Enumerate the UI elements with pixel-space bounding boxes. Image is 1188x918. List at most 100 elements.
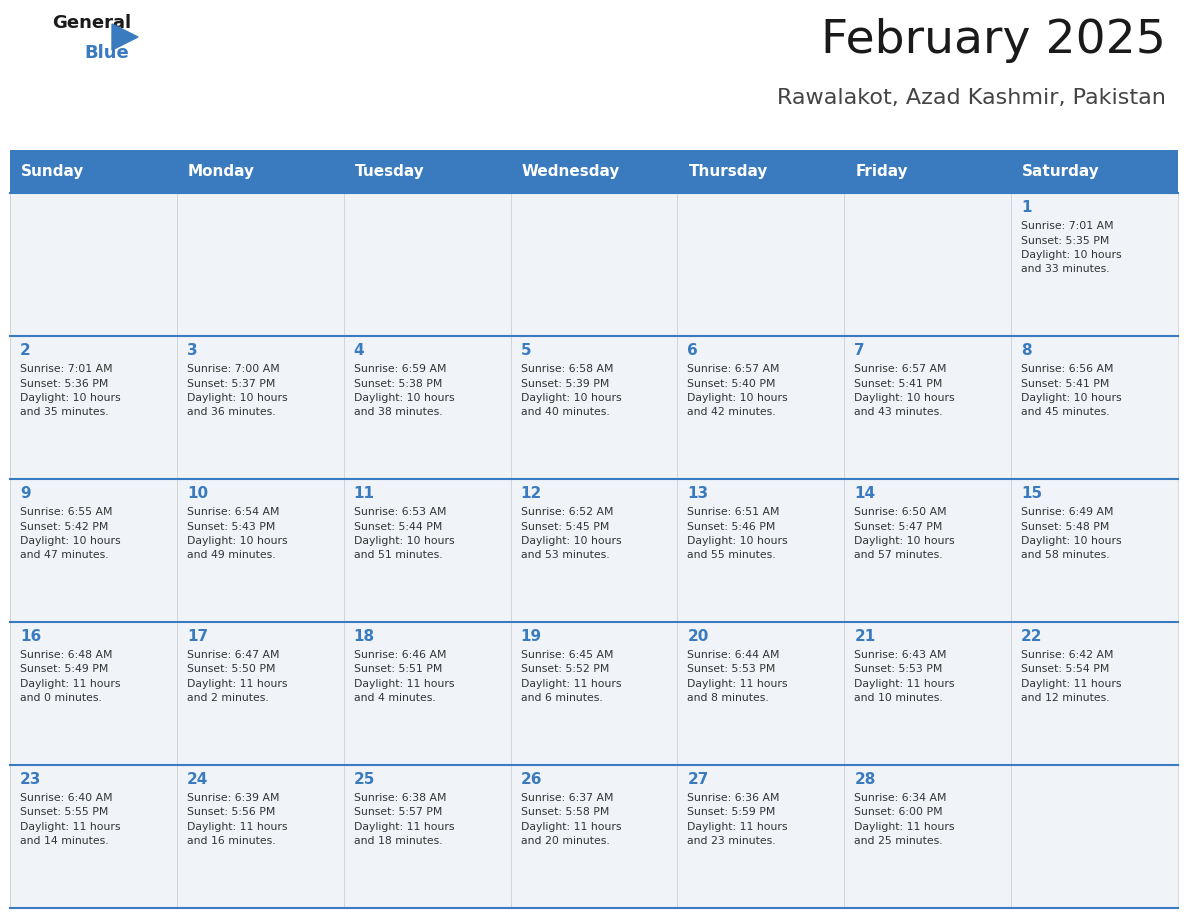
Bar [10,150,177,193]
Text: Wednesday: Wednesday [522,164,620,179]
Text: Sunrise: 7:00 AM
Sunset: 5:37 PM
Daylight: 10 hours
and 36 minutes.: Sunrise: 7:00 AM Sunset: 5:37 PM Dayligh… [187,364,287,418]
Bar [511,193,677,336]
Bar [845,336,1011,479]
Text: 3: 3 [187,343,197,358]
Bar [677,150,845,193]
Bar [1011,150,1178,193]
Text: Saturday: Saturday [1022,164,1100,179]
Text: 1: 1 [1022,200,1031,215]
Text: Sunrise: 6:45 AM
Sunset: 5:52 PM
Daylight: 11 hours
and 6 minutes.: Sunrise: 6:45 AM Sunset: 5:52 PM Dayligh… [520,650,621,703]
Text: Sunrise: 6:52 AM
Sunset: 5:45 PM
Daylight: 10 hours
and 53 minutes.: Sunrise: 6:52 AM Sunset: 5:45 PM Dayligh… [520,507,621,560]
Text: Sunrise: 6:55 AM
Sunset: 5:42 PM
Daylight: 10 hours
and 47 minutes.: Sunrise: 6:55 AM Sunset: 5:42 PM Dayligh… [20,507,121,560]
Bar [177,336,343,479]
Text: Sunrise: 6:39 AM
Sunset: 5:56 PM
Daylight: 11 hours
and 16 minutes.: Sunrise: 6:39 AM Sunset: 5:56 PM Dayligh… [187,793,287,846]
Text: Sunrise: 6:56 AM
Sunset: 5:41 PM
Daylight: 10 hours
and 45 minutes.: Sunrise: 6:56 AM Sunset: 5:41 PM Dayligh… [1022,364,1121,418]
Text: Monday: Monday [188,164,255,179]
Text: Sunrise: 6:43 AM
Sunset: 5:53 PM
Daylight: 11 hours
and 10 minutes.: Sunrise: 6:43 AM Sunset: 5:53 PM Dayligh… [854,650,955,703]
Text: 19: 19 [520,629,542,644]
Bar [1011,765,1178,908]
Text: 24: 24 [187,772,208,787]
Text: 9: 9 [20,487,31,501]
Text: Sunrise: 6:51 AM
Sunset: 5:46 PM
Daylight: 10 hours
and 55 minutes.: Sunrise: 6:51 AM Sunset: 5:46 PM Dayligh… [688,507,788,560]
Text: 18: 18 [354,629,375,644]
Text: 12: 12 [520,487,542,501]
Bar [343,622,511,765]
Bar [677,622,845,765]
Text: 2: 2 [20,343,31,358]
Bar [10,765,177,908]
Text: Sunrise: 6:40 AM
Sunset: 5:55 PM
Daylight: 11 hours
and 14 minutes.: Sunrise: 6:40 AM Sunset: 5:55 PM Dayligh… [20,793,120,846]
Text: Sunrise: 6:58 AM
Sunset: 5:39 PM
Daylight: 10 hours
and 40 minutes.: Sunrise: 6:58 AM Sunset: 5:39 PM Dayligh… [520,364,621,418]
Bar [1011,193,1178,336]
Text: Tuesday: Tuesday [355,164,424,179]
Text: Sunrise: 6:47 AM
Sunset: 5:50 PM
Daylight: 11 hours
and 2 minutes.: Sunrise: 6:47 AM Sunset: 5:50 PM Dayligh… [187,650,287,703]
Bar [677,336,845,479]
Text: Sunrise: 6:50 AM
Sunset: 5:47 PM
Daylight: 10 hours
and 57 minutes.: Sunrise: 6:50 AM Sunset: 5:47 PM Dayligh… [854,507,955,560]
Text: February 2025: February 2025 [821,18,1165,63]
Text: 4: 4 [354,343,365,358]
Bar [845,150,1011,193]
Text: 11: 11 [354,487,374,501]
Text: Friday: Friday [855,164,908,179]
Text: Rawalakot, Azad Kashmir, Pakistan: Rawalakot, Azad Kashmir, Pakistan [777,88,1165,108]
Text: 5: 5 [520,343,531,358]
Text: 8: 8 [1022,343,1031,358]
Bar [1011,622,1178,765]
Bar [10,193,177,336]
Text: Sunrise: 6:38 AM
Sunset: 5:57 PM
Daylight: 11 hours
and 18 minutes.: Sunrise: 6:38 AM Sunset: 5:57 PM Dayligh… [354,793,454,846]
Bar [511,622,677,765]
Text: Sunrise: 6:44 AM
Sunset: 5:53 PM
Daylight: 11 hours
and 8 minutes.: Sunrise: 6:44 AM Sunset: 5:53 PM Dayligh… [688,650,788,703]
Bar [343,193,511,336]
Text: 28: 28 [854,772,876,787]
Bar [177,193,343,336]
Text: General: General [52,14,131,32]
Polygon shape [112,24,138,50]
Text: Sunrise: 6:34 AM
Sunset: 6:00 PM
Daylight: 11 hours
and 25 minutes.: Sunrise: 6:34 AM Sunset: 6:00 PM Dayligh… [854,793,955,846]
Bar [1011,336,1178,479]
Text: 26: 26 [520,772,542,787]
Text: Sunrise: 6:57 AM
Sunset: 5:40 PM
Daylight: 10 hours
and 42 minutes.: Sunrise: 6:57 AM Sunset: 5:40 PM Dayligh… [688,364,788,418]
Bar [177,765,343,908]
Bar [343,150,511,193]
Text: Sunrise: 6:53 AM
Sunset: 5:44 PM
Daylight: 10 hours
and 51 minutes.: Sunrise: 6:53 AM Sunset: 5:44 PM Dayligh… [354,507,454,560]
Bar [511,336,677,479]
Bar [845,765,1011,908]
Text: 23: 23 [20,772,42,787]
Text: Sunrise: 6:37 AM
Sunset: 5:58 PM
Daylight: 11 hours
and 20 minutes.: Sunrise: 6:37 AM Sunset: 5:58 PM Dayligh… [520,793,621,846]
Text: 22: 22 [1022,629,1043,644]
Text: 21: 21 [854,629,876,644]
Bar [10,479,177,622]
Bar [177,479,343,622]
Text: 20: 20 [688,629,709,644]
Bar [10,336,177,479]
Text: Sunrise: 6:36 AM
Sunset: 5:59 PM
Daylight: 11 hours
and 23 minutes.: Sunrise: 6:36 AM Sunset: 5:59 PM Dayligh… [688,793,788,846]
Text: Sunrise: 6:54 AM
Sunset: 5:43 PM
Daylight: 10 hours
and 49 minutes.: Sunrise: 6:54 AM Sunset: 5:43 PM Dayligh… [187,507,287,560]
Text: Sunrise: 6:59 AM
Sunset: 5:38 PM
Daylight: 10 hours
and 38 minutes.: Sunrise: 6:59 AM Sunset: 5:38 PM Dayligh… [354,364,454,418]
Text: Sunrise: 7:01 AM
Sunset: 5:36 PM
Daylight: 10 hours
and 35 minutes.: Sunrise: 7:01 AM Sunset: 5:36 PM Dayligh… [20,364,121,418]
Bar [343,336,511,479]
Bar [177,622,343,765]
Text: 16: 16 [20,629,42,644]
Text: 10: 10 [187,487,208,501]
Text: 13: 13 [688,487,708,501]
Bar [511,479,677,622]
Text: Sunrise: 6:49 AM
Sunset: 5:48 PM
Daylight: 10 hours
and 58 minutes.: Sunrise: 6:49 AM Sunset: 5:48 PM Dayligh… [1022,507,1121,560]
Bar [511,765,677,908]
Text: 15: 15 [1022,487,1042,501]
Bar [1011,479,1178,622]
Bar [177,150,343,193]
Text: 7: 7 [854,343,865,358]
Text: 17: 17 [187,629,208,644]
Bar [677,765,845,908]
Text: Sunrise: 7:01 AM
Sunset: 5:35 PM
Daylight: 10 hours
and 33 minutes.: Sunrise: 7:01 AM Sunset: 5:35 PM Dayligh… [1022,221,1121,274]
Text: Sunrise: 6:57 AM
Sunset: 5:41 PM
Daylight: 10 hours
and 43 minutes.: Sunrise: 6:57 AM Sunset: 5:41 PM Dayligh… [854,364,955,418]
Bar [845,193,1011,336]
Bar [343,765,511,908]
Bar [677,193,845,336]
Text: Sunrise: 6:42 AM
Sunset: 5:54 PM
Daylight: 11 hours
and 12 minutes.: Sunrise: 6:42 AM Sunset: 5:54 PM Dayligh… [1022,650,1121,703]
Text: Sunday: Sunday [21,164,84,179]
Bar [845,622,1011,765]
Bar [677,479,845,622]
Text: 14: 14 [854,487,876,501]
Text: Sunrise: 6:46 AM
Sunset: 5:51 PM
Daylight: 11 hours
and 4 minutes.: Sunrise: 6:46 AM Sunset: 5:51 PM Dayligh… [354,650,454,703]
